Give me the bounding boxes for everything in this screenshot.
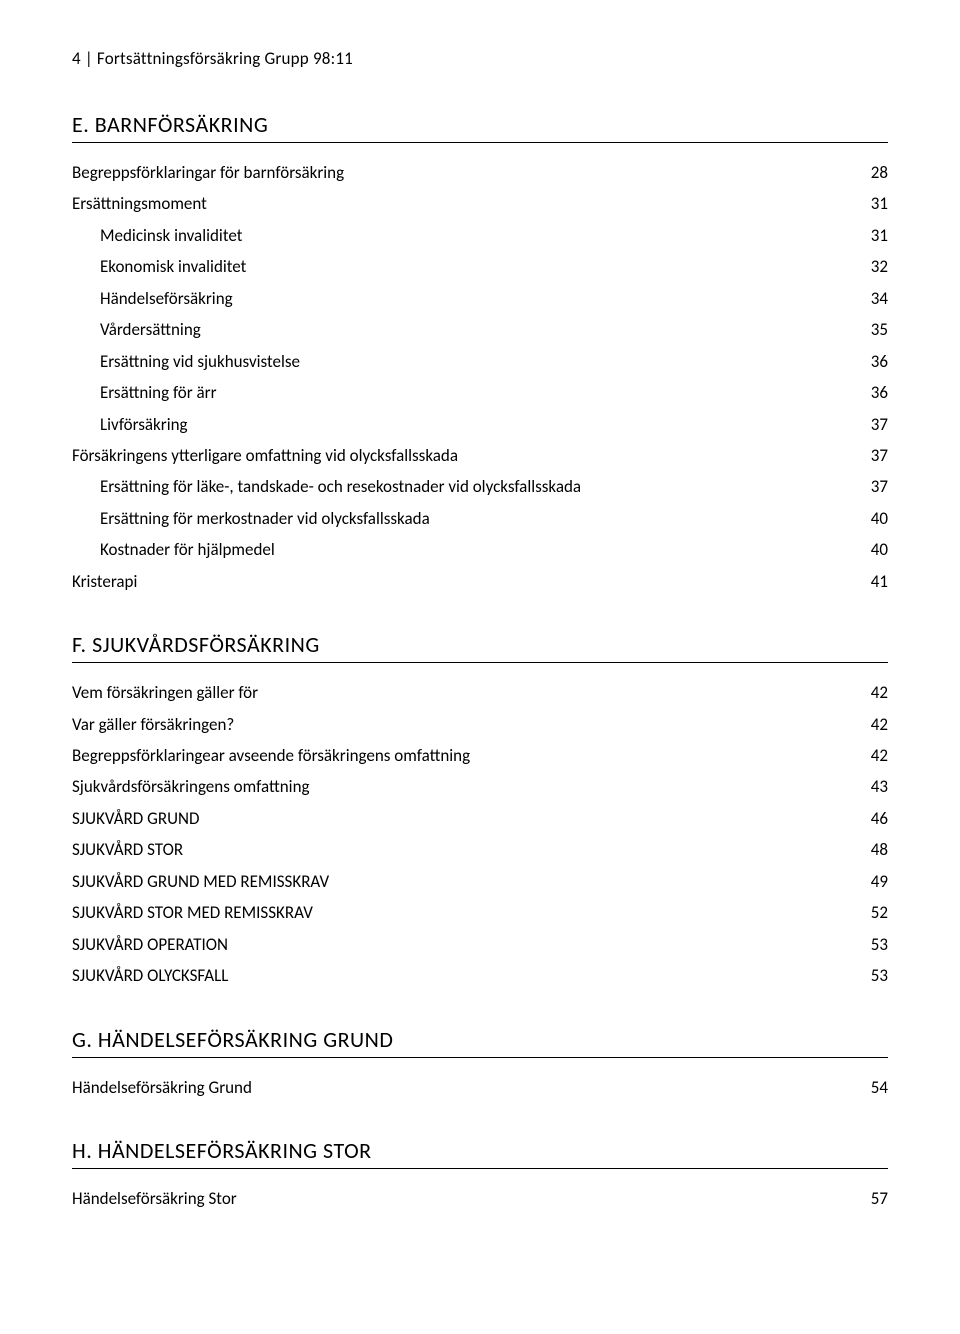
toc-page-number: 41 <box>871 566 888 597</box>
toc-page-number: 37 <box>871 440 888 471</box>
toc-label: Vårdersättning <box>100 314 855 345</box>
toc-row: Ersättning för merkostnader vid olycksfa… <box>72 503 888 534</box>
toc-row: SJUKVÅRD STOR 48 <box>72 834 888 865</box>
toc-page-number: 36 <box>871 377 888 408</box>
toc-row: SJUKVÅRD OPERATION 53 <box>72 929 888 960</box>
toc-page-number: 53 <box>871 929 888 960</box>
toc-row: Kristerapi 41 <box>72 566 888 597</box>
toc-page-number: 46 <box>871 803 888 834</box>
toc-page-number: 42 <box>871 709 888 740</box>
toc-label: SJUKVÅRD STOR MED REMISSKRAV <box>72 897 855 928</box>
toc-section-g: Händelseförsäkring Grund 54 <box>72 1072 888 1103</box>
toc-row: Sjukvårdsförsäkringens omfattning 43 <box>72 771 888 802</box>
toc-label: Begreppsförklaringear avseende försäkrin… <box>72 740 855 771</box>
toc-row: Ekonomisk invaliditet 32 <box>72 251 888 282</box>
toc-page-number: 36 <box>871 346 888 377</box>
toc-row: Begreppsförklaringar för barnförsäkring 2… <box>72 157 888 188</box>
toc-row: Händelseförsäkring 34 <box>72 283 888 314</box>
toc-row: SJUKVÅRD GRUND MED REMISSKRAV 49 <box>72 866 888 897</box>
toc-row: Ersättning för ärr 36 <box>72 377 888 408</box>
toc-row: Händelseförsäkring Stor 57 <box>72 1183 888 1214</box>
toc-page-number: 31 <box>871 188 888 219</box>
page-header: 4 | Fortsättningsförsäkring Grupp 98:11 <box>72 48 888 69</box>
toc-row: Ersättningsmoment 31 <box>72 188 888 219</box>
section-title-e: E. BARNFÖRSÄKRING <box>72 111 888 143</box>
toc-label: SJUKVÅRD GRUND MED REMISSKRAV <box>72 866 855 897</box>
toc-page-number: 31 <box>871 220 888 251</box>
toc-page-number: 28 <box>871 157 888 188</box>
toc-label: Händelseförsäkring <box>100 283 855 314</box>
toc-page-number: 42 <box>871 677 888 708</box>
toc-row: Medicinsk invaliditet 31 <box>72 220 888 251</box>
toc-row: Kostnader för hjälpmedel 40 <box>72 534 888 565</box>
toc-page-number: 53 <box>871 960 888 991</box>
toc-page-number: 49 <box>871 866 888 897</box>
toc-row: Livförsäkring 37 <box>72 409 888 440</box>
toc-page-number: 37 <box>871 409 888 440</box>
toc-page-number: 40 <box>871 503 888 534</box>
toc-row: Begreppsförklaringear avseende försäkrin… <box>72 740 888 771</box>
toc-section-h: Händelseförsäkring Stor 57 <box>72 1183 888 1214</box>
toc-row: Ersättning vid sjukhusvistelse 36 <box>72 346 888 377</box>
toc-label: Försäkringens ytterligare omfattning vid… <box>72 440 855 471</box>
toc-section-e: Begreppsförklaringar för barnförsäkring 2… <box>72 157 888 597</box>
toc-label: Ersättningsmoment <box>72 188 855 219</box>
toc-label: Ersättning för merkostnader vid olycksfa… <box>100 503 855 534</box>
toc-page-number: 54 <box>871 1072 888 1103</box>
toc-page-number: 42 <box>871 740 888 771</box>
toc-label: SJUKVÅRD OLYCKSFALL <box>72 960 855 991</box>
toc-label: Ersättning för läke-, tandskade- och res… <box>100 471 855 502</box>
toc-page-number: 37 <box>871 471 888 502</box>
toc-label: SJUKVÅRD GRUND <box>72 803 855 834</box>
toc-page-number: 52 <box>871 897 888 928</box>
section-title-g: G. HÄNDELSEFÖRSÄKRING GRUND <box>72 1026 888 1058</box>
toc-label: SJUKVÅRD STOR <box>72 834 855 865</box>
section-title-f: F. SJUKVÅRDSFÖRSÄKRING <box>72 631 888 663</box>
toc-page-number: 32 <box>871 251 888 282</box>
toc-row: Händelseförsäkring Grund 54 <box>72 1072 888 1103</box>
toc-row: Försäkringens ytterligare omfattning vid… <box>72 440 888 471</box>
toc-label: Ersättning för ärr <box>100 377 855 408</box>
toc-row: SJUKVÅRD GRUND 46 <box>72 803 888 834</box>
toc-row: Vem försäkringen gäller för 42 <box>72 677 888 708</box>
toc-label: Ekonomisk invaliditet <box>100 251 855 282</box>
toc-label: Ersättning vid sjukhusvistelse <box>100 346 855 377</box>
toc-row: SJUKVÅRD STOR MED REMISSKRAV 52 <box>72 897 888 928</box>
toc-label: Begreppsförklaringar för barnförsäkring <box>72 157 855 188</box>
toc-row: Vårdersättning 35 <box>72 314 888 345</box>
toc-section-f: Vem försäkringen gäller för42Var gäller … <box>72 677 888 991</box>
toc-row: Ersättning för läke-, tandskade- och res… <box>72 471 888 502</box>
toc-label: Sjukvårdsförsäkringens omfattning <box>72 771 855 802</box>
toc-row: SJUKVÅRD OLYCKSFALL 53 <box>72 960 888 991</box>
toc-page-number: 34 <box>871 283 888 314</box>
toc-label: Kristerapi <box>72 566 855 597</box>
toc-label: Kostnader för hjälpmedel <box>100 534 855 565</box>
toc-label: SJUKVÅRD OPERATION <box>72 929 855 960</box>
toc-label: Händelseförsäkring Grund <box>72 1072 855 1103</box>
toc-row: Var gäller försäkringen? 42 <box>72 709 888 740</box>
toc-page-number: 35 <box>871 314 888 345</box>
toc-page-number: 57 <box>871 1183 888 1214</box>
toc-page-number: 48 <box>871 834 888 865</box>
toc-page-number: 43 <box>871 771 888 802</box>
toc-label: Vem försäkringen gäller för <box>72 677 855 708</box>
toc-label: Medicinsk invaliditet <box>100 220 855 251</box>
toc-page-number: 40 <box>871 534 888 565</box>
toc-label: Händelseförsäkring Stor <box>72 1183 855 1214</box>
toc-label: Var gäller försäkringen? <box>72 709 855 740</box>
toc-label: Livförsäkring <box>100 409 855 440</box>
section-title-h: H. HÄNDELSEFÖRSÄKRING STOR <box>72 1137 888 1169</box>
